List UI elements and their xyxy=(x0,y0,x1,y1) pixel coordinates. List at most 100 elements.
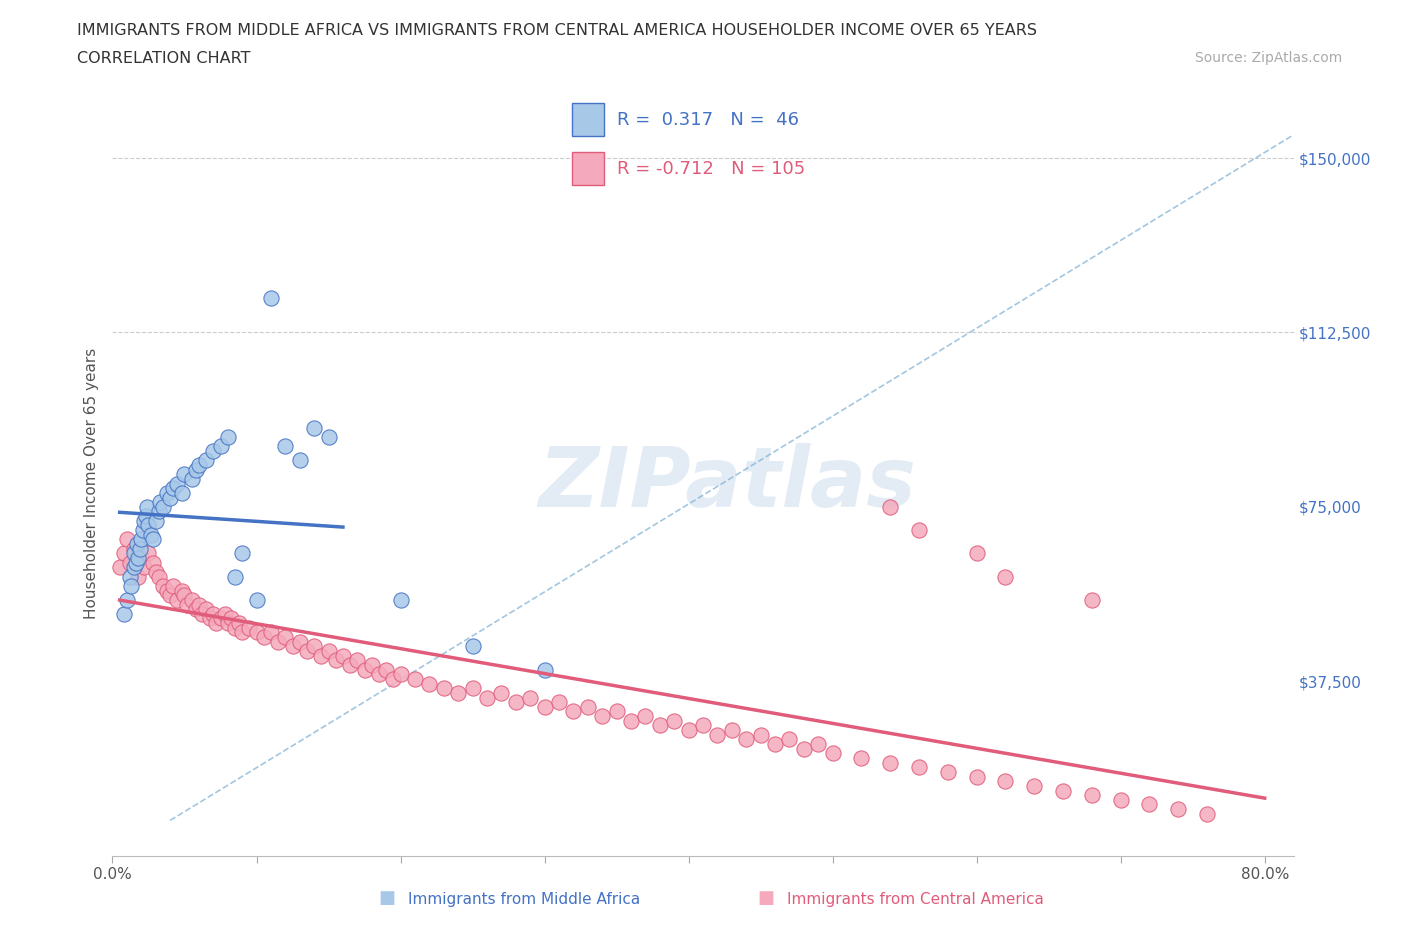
Point xyxy=(217,430,239,445)
Point xyxy=(118,555,141,570)
Point xyxy=(231,625,253,640)
Point xyxy=(389,592,412,607)
Text: R = -0.712   N = 105: R = -0.712 N = 105 xyxy=(617,160,806,178)
Text: Immigrants from Middle Africa: Immigrants from Middle Africa xyxy=(408,892,640,907)
Point xyxy=(879,755,901,770)
Point xyxy=(966,546,988,561)
Point xyxy=(149,495,172,510)
Point xyxy=(138,518,160,533)
Point xyxy=(318,430,340,445)
Point xyxy=(353,662,375,677)
Bar xyxy=(572,153,605,185)
Point xyxy=(620,713,643,728)
Point xyxy=(148,504,170,519)
Point xyxy=(606,704,628,719)
Point xyxy=(288,453,311,468)
Point xyxy=(219,611,242,626)
Point xyxy=(224,620,246,635)
Point xyxy=(173,467,195,482)
Point xyxy=(132,523,155,538)
Point xyxy=(162,481,184,496)
Point xyxy=(170,485,193,500)
Point xyxy=(274,439,297,454)
Point xyxy=(706,727,728,742)
Point xyxy=(1139,797,1161,812)
Point xyxy=(382,671,405,686)
Point xyxy=(908,760,931,775)
Point xyxy=(214,606,236,621)
Text: R =  0.317   N =  46: R = 0.317 N = 46 xyxy=(617,111,800,128)
Point xyxy=(195,453,218,468)
Point xyxy=(461,639,484,654)
Point xyxy=(562,704,585,719)
Point xyxy=(176,597,198,612)
Point xyxy=(360,658,382,672)
Point xyxy=(187,458,209,472)
Point xyxy=(122,560,145,575)
Point xyxy=(152,499,174,514)
Point xyxy=(548,695,571,710)
Point xyxy=(138,546,160,561)
Point xyxy=(311,648,333,663)
Point xyxy=(778,732,800,747)
Point xyxy=(1081,592,1104,607)
Point xyxy=(821,746,844,761)
Point xyxy=(648,718,671,733)
Point xyxy=(1109,792,1132,807)
Point xyxy=(749,727,772,742)
Point xyxy=(134,560,156,575)
Point xyxy=(112,606,135,621)
Point xyxy=(120,578,142,593)
Text: ZIPatlas: ZIPatlas xyxy=(537,443,915,525)
Point xyxy=(141,527,163,542)
Point xyxy=(170,583,193,598)
Point xyxy=(404,671,426,686)
Y-axis label: Householder Income Over 65 years: Householder Income Over 65 years xyxy=(83,348,98,619)
Point xyxy=(389,667,412,682)
Point xyxy=(122,541,145,556)
Point xyxy=(191,606,214,621)
Point xyxy=(159,588,181,603)
Point xyxy=(339,658,361,672)
Point xyxy=(115,592,138,607)
Point xyxy=(735,732,758,747)
Point xyxy=(288,634,311,649)
Text: ■: ■ xyxy=(378,889,395,907)
Bar xyxy=(572,103,605,136)
Text: Immigrants from Central America: Immigrants from Central America xyxy=(787,892,1045,907)
Point xyxy=(180,592,202,607)
Point xyxy=(245,625,267,640)
Point xyxy=(1167,802,1189,817)
Point xyxy=(209,611,232,626)
Point xyxy=(260,290,283,305)
Point xyxy=(200,611,222,626)
Text: ■: ■ xyxy=(758,889,775,907)
Point xyxy=(281,639,304,654)
Point xyxy=(231,546,253,561)
Point xyxy=(1052,783,1074,798)
Point xyxy=(253,630,276,644)
Point xyxy=(879,499,901,514)
Point xyxy=(135,509,157,524)
Point xyxy=(129,532,152,547)
Point xyxy=(145,513,167,528)
Point xyxy=(136,499,159,514)
Point xyxy=(115,532,138,547)
Point xyxy=(205,616,228,631)
Point xyxy=(142,532,165,547)
Point xyxy=(966,769,988,784)
Point xyxy=(505,695,527,710)
Point xyxy=(302,639,325,654)
Point xyxy=(184,462,207,477)
Point xyxy=(302,420,325,435)
Point xyxy=(1197,806,1219,821)
Point xyxy=(112,546,135,561)
Point xyxy=(994,569,1017,584)
Point xyxy=(128,541,150,556)
Point xyxy=(763,737,786,751)
Point xyxy=(519,690,541,705)
Point xyxy=(125,537,148,551)
Point xyxy=(166,592,188,607)
Point xyxy=(217,616,239,631)
Point xyxy=(851,751,873,765)
